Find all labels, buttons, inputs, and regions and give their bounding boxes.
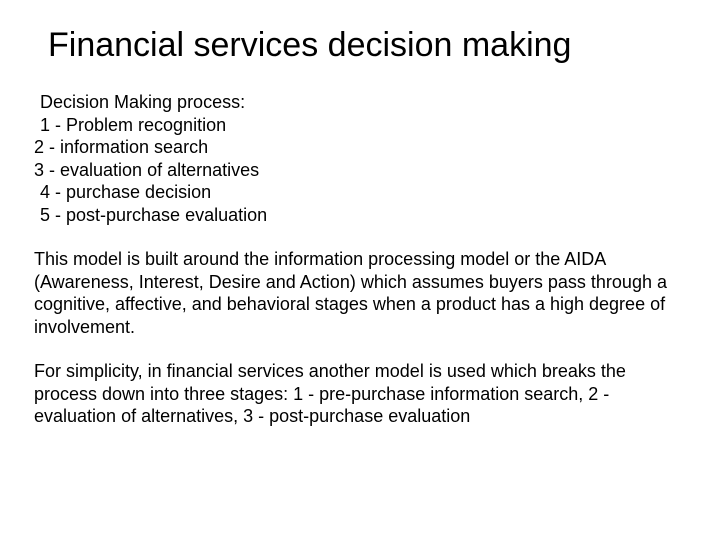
page-title: Financial services decision making <box>48 26 686 65</box>
paragraph-aida: This model is built around the informati… <box>34 248 686 338</box>
process-list: Decision Making process: 1 - Problem rec… <box>34 91 686 226</box>
list-item: 5 - post-purchase evaluation <box>40 204 686 227</box>
slide: Financial services decision making Decis… <box>0 0 720 540</box>
process-heading: Decision Making process: <box>40 91 686 114</box>
list-item: 1 - Problem recognition <box>40 114 686 137</box>
list-item: 2 - information search <box>34 136 686 159</box>
paragraph-simplified-model: For simplicity, in financial services an… <box>34 360 686 428</box>
list-item: 3 - evaluation of alternatives <box>34 159 686 182</box>
list-item: 4 - purchase decision <box>40 181 686 204</box>
